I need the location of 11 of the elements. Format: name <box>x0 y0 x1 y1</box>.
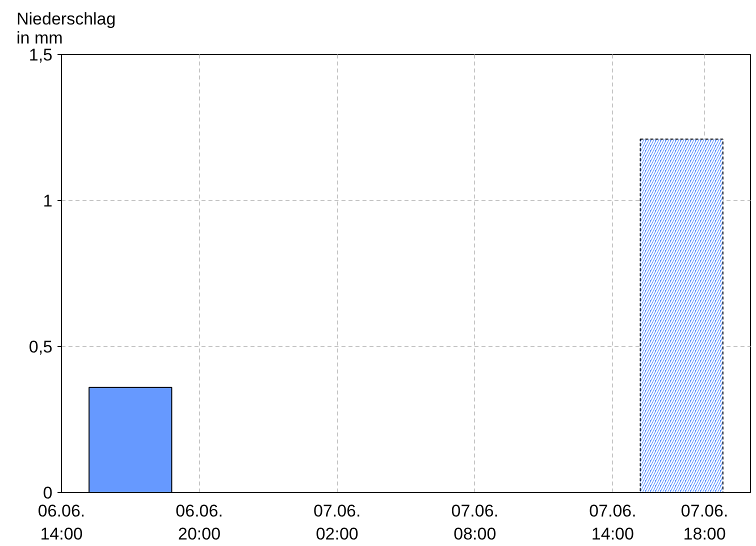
x-tick-label: 07.06. 08:00 <box>451 502 499 544</box>
x-tick-label: 07.06. 18:00 <box>680 502 728 544</box>
y-tick-label: 0 <box>43 484 53 502</box>
y-tick-label: 1 <box>43 192 53 210</box>
x-tick-label: 06.06. 14:00 <box>38 502 86 544</box>
x-tick-label: 06.06. 20:00 <box>176 502 223 544</box>
y-tick-label: 0,5 <box>28 338 53 356</box>
y-tick-label: 1,5 <box>28 46 53 64</box>
y-axis-title: Niederschlag in mm <box>16 10 116 48</box>
x-tick-label: 07.06. 02:00 <box>313 502 361 544</box>
x-tick-label: 07.06. 14:00 <box>589 502 636 544</box>
